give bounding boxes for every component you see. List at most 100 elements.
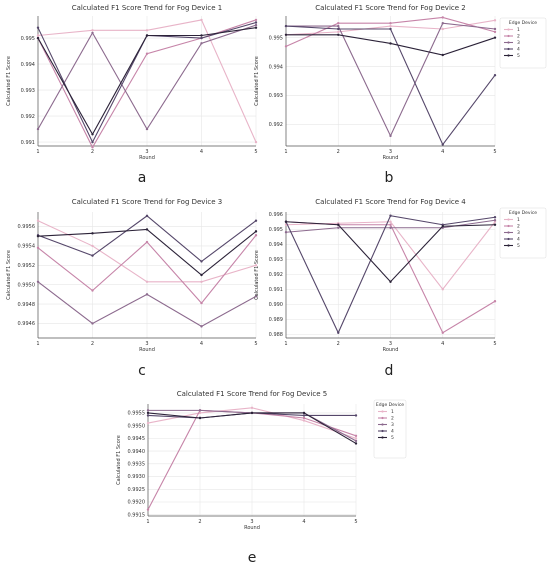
data-point: [91, 133, 94, 136]
data-point: [284, 33, 288, 36]
x-tick-label: 1: [36, 149, 39, 155]
data-point: [200, 280, 203, 283]
y-tick-label: 0.9915: [128, 512, 146, 518]
data-point: [493, 74, 497, 77]
data-point: [493, 30, 497, 34]
data-point: [254, 21, 258, 24]
data-point: [337, 24, 340, 28]
data-point: [389, 134, 392, 138]
data-point: [146, 421, 150, 425]
x-tick-label: 4: [441, 341, 444, 347]
data-point: [254, 23, 258, 27]
y-tick-label: 0.9950: [18, 282, 36, 288]
y-tick-label: 0.994: [21, 62, 35, 68]
legend-marker-4: [381, 429, 384, 433]
data-point: [389, 42, 392, 45]
data-point: [200, 325, 203, 328]
data-point: [36, 34, 40, 37]
x-axis-label: Round: [244, 525, 260, 531]
data-point: [254, 219, 258, 222]
chart-panel-c: 0.9946 0.9948 0.9950 0.9952 0.9954 0.9956 1 2 3 4…: [6, 198, 258, 379]
data-point: [146, 414, 150, 417]
legend-marker-5: [381, 436, 384, 439]
data-point: [389, 280, 392, 283]
legend-title: Edge Device: [376, 402, 404, 408]
x-tick-label: 4: [200, 149, 203, 155]
legend-entry-5: 5: [391, 435, 394, 441]
data-point: [145, 34, 149, 37]
y-tick-label: 0.995: [21, 36, 35, 42]
legend-marker-3: [381, 423, 384, 426]
data-point: [36, 280, 40, 283]
legend-marker-5: [507, 244, 510, 247]
data-point: [284, 231, 288, 234]
x-tick-label: 3: [389, 341, 392, 347]
legend-entry-4: 4: [391, 429, 394, 435]
chart-panel-d: 0.988 0.989 0.990 0.991 0.992 0.993 0.994 0.995…: [254, 198, 547, 379]
chart-panel-a: 0.991 0.992 0.993 0.994 0.995 1 2 3 4 5 Calculated…: [6, 4, 258, 186]
data-point: [337, 33, 340, 36]
y-tick-label: 0.9948: [18, 302, 36, 308]
y-tick-label: 0.9920: [128, 500, 146, 506]
y-tick-label: 0.991: [269, 287, 283, 293]
y-tick-label: 0.988: [269, 332, 283, 338]
data-point: [145, 127, 149, 131]
y-axis-label: Calculated F1 Score: [6, 56, 12, 106]
legend-marker-1: [381, 410, 384, 413]
x-tick-label: 3: [145, 149, 148, 155]
data-point: [354, 414, 358, 417]
data-point: [145, 214, 149, 218]
y-tick-label: 0.992: [21, 114, 35, 120]
y-tick-label: 0.9955: [128, 411, 146, 417]
data-point: [254, 295, 258, 298]
legend-entry-5: 5: [517, 53, 520, 59]
data-point: [91, 289, 94, 292]
data-point: [493, 216, 497, 219]
data-point: [200, 18, 203, 22]
data-point: [91, 322, 94, 325]
y-tick-label: 0.991: [21, 140, 35, 146]
data-point: [145, 228, 149, 231]
legend-entry-2: 2: [517, 224, 520, 230]
data-point: [284, 220, 288, 223]
data-point: [302, 416, 306, 420]
y-tick-label: 0.9954: [18, 244, 36, 250]
data-point: [36, 219, 40, 222]
data-point: [389, 22, 392, 25]
legend-marker-4: [507, 47, 510, 51]
data-point: [145, 280, 149, 283]
data-point: [250, 411, 254, 415]
data-point: [337, 331, 340, 334]
data-point: [337, 226, 340, 229]
x-tick-label: 4: [302, 519, 305, 525]
data-point: [441, 331, 444, 334]
data-point: [389, 220, 392, 223]
chart-panel-e: 0.9915 0.9920 0.9925 0.9930 0.9935 0.9940 0.99…: [116, 390, 407, 566]
chart-title: Calculated F1 Score Trend for Fog Device…: [315, 4, 465, 12]
y-tick-label: 0.992: [269, 272, 283, 278]
data-point: [441, 22, 444, 25]
x-tick-label: 5: [493, 149, 496, 155]
data-point: [146, 411, 150, 415]
data-point: [36, 235, 40, 238]
data-point: [254, 264, 258, 267]
data-point: [36, 36, 40, 40]
legend-title: Edge Device: [509, 20, 537, 26]
data-point: [145, 293, 149, 296]
y-axis-label: Calculated F1 Score: [254, 250, 260, 300]
data-point: [91, 232, 94, 235]
data-point: [36, 127, 40, 131]
x-axis-label: Round: [139, 347, 155, 353]
data-point: [493, 19, 497, 22]
data-point: [337, 30, 340, 34]
data-point: [441, 16, 444, 19]
data-point: [284, 24, 288, 28]
data-point: [302, 419, 306, 422]
y-tick-label: 0.995: [269, 227, 283, 233]
data-point: [198, 409, 202, 412]
x-tick-label: 5: [354, 519, 357, 525]
panel-letter: e: [248, 550, 257, 566]
